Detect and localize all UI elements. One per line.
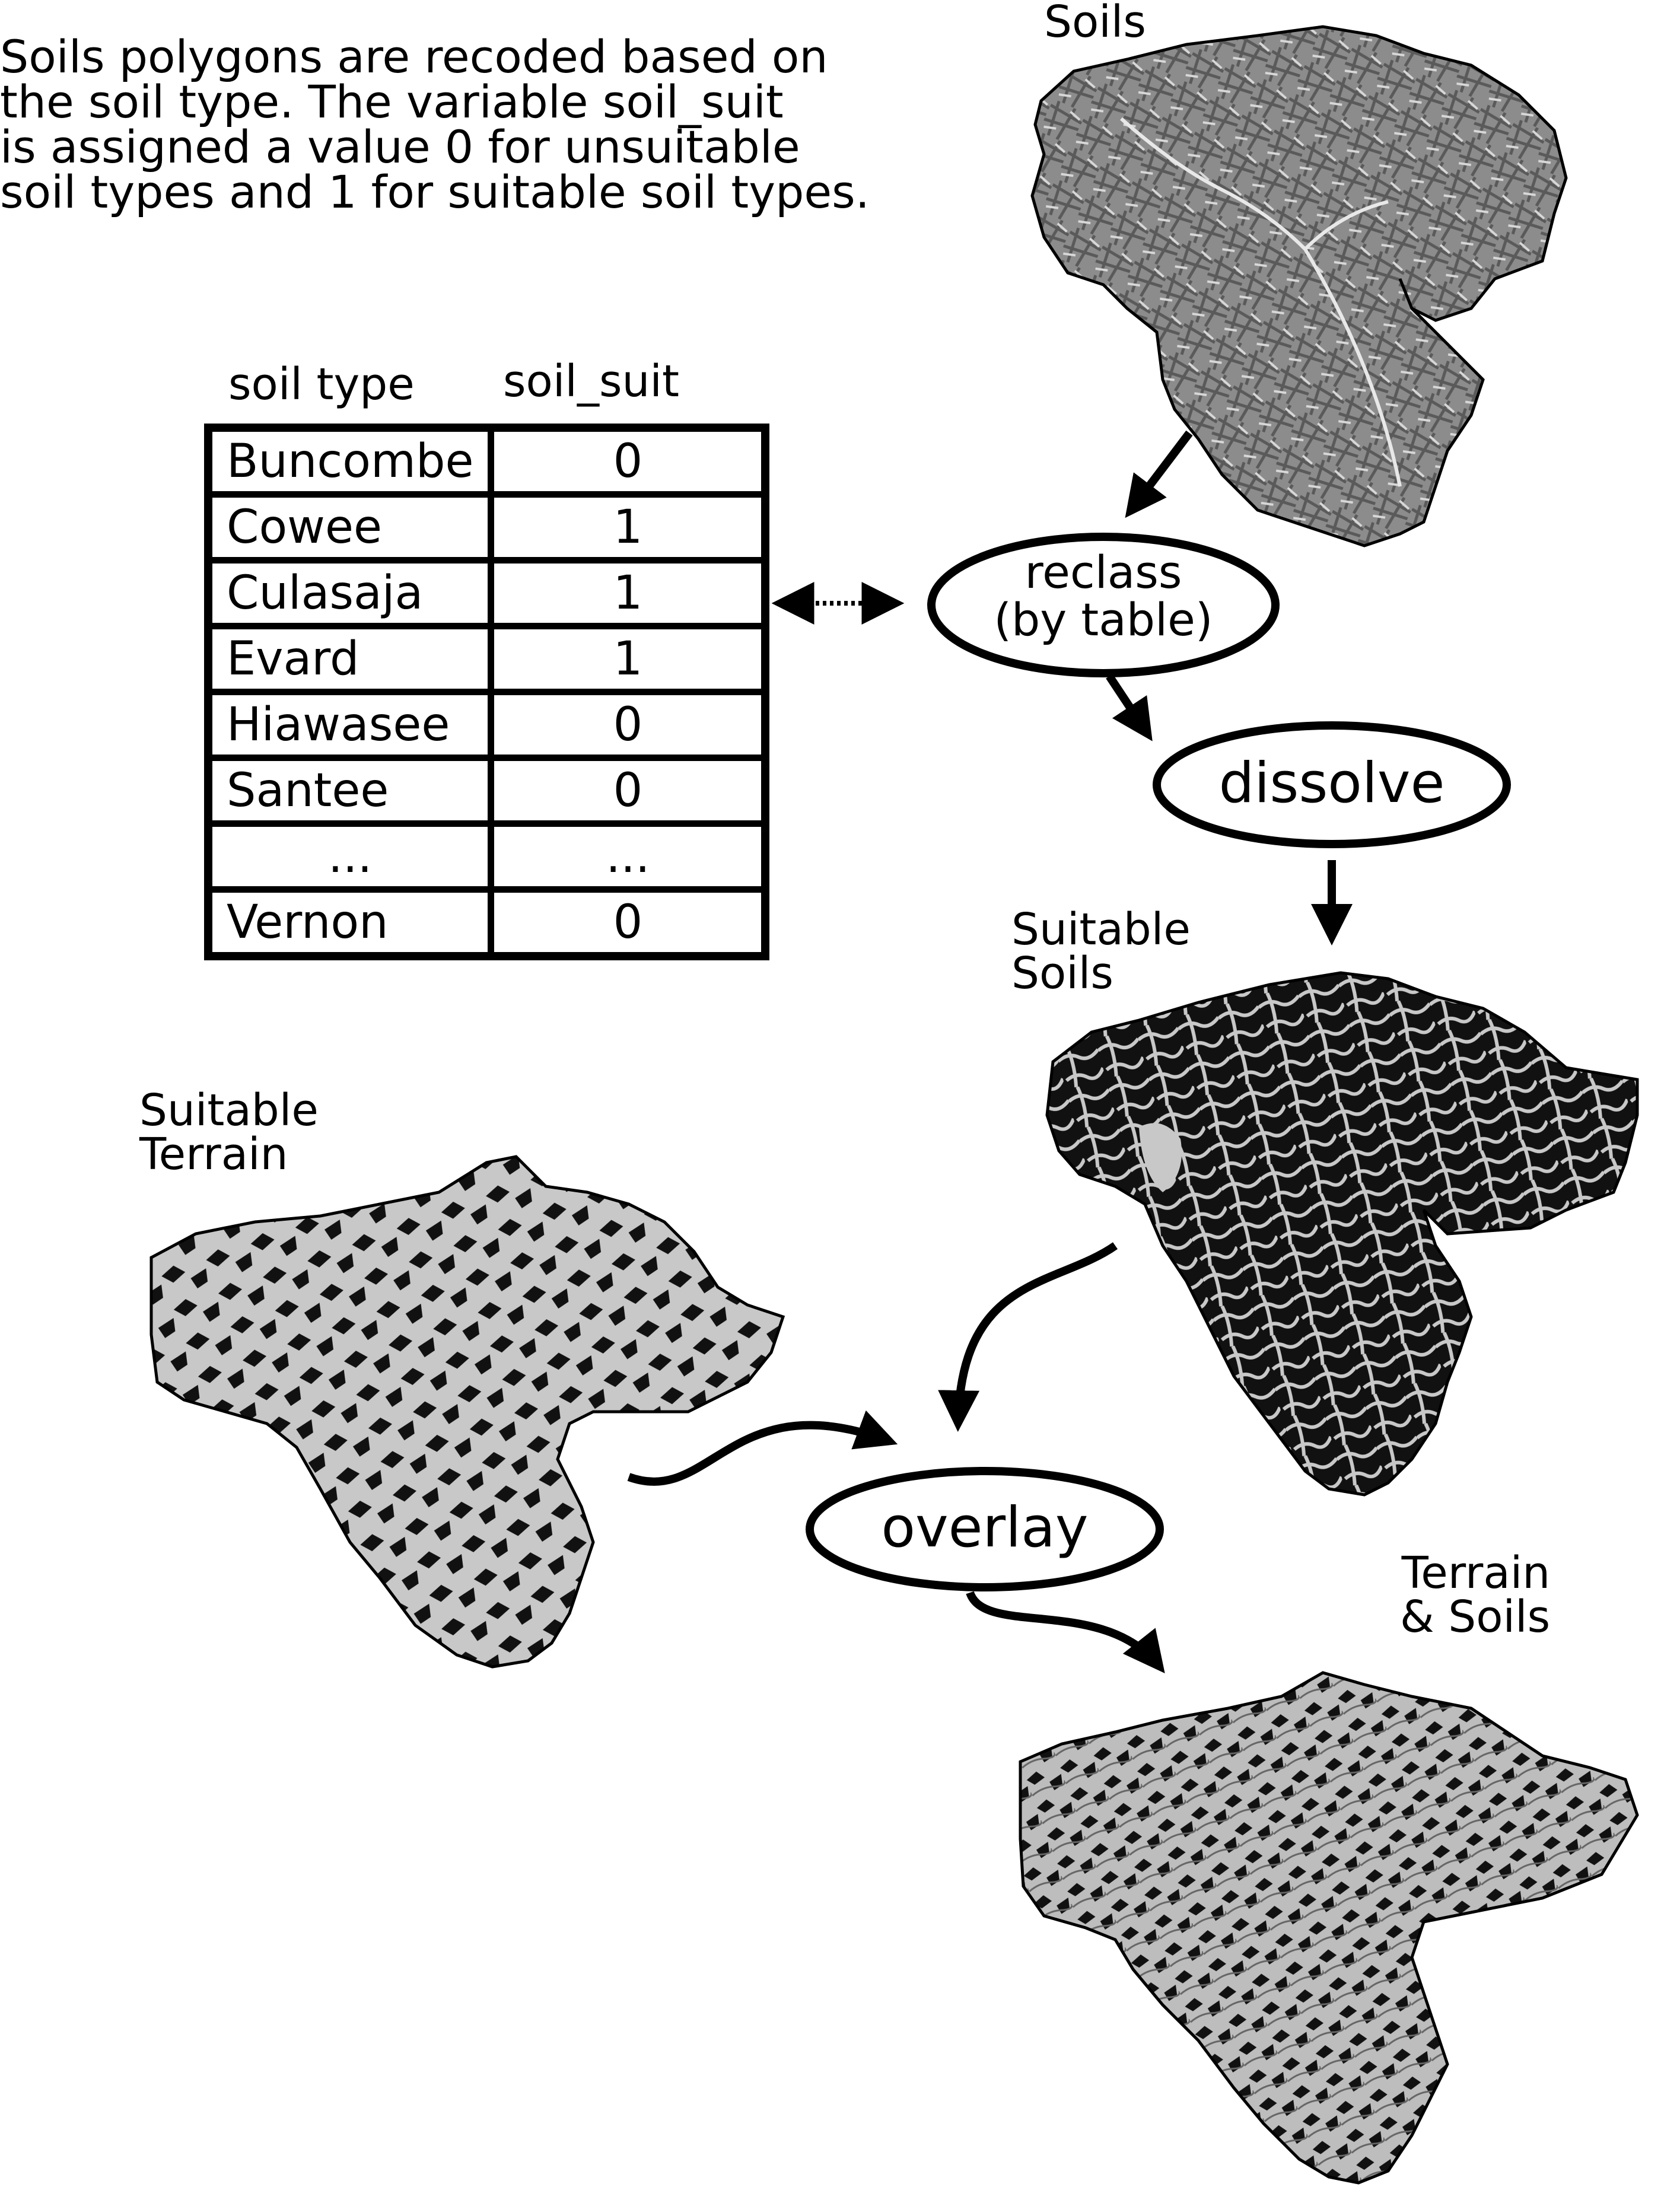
soil-suit-cell: 0 [488,886,769,960]
soil-type-cell: ... [205,820,495,893]
soil-suit-cell: 0 [488,689,769,761]
table-row: Vernon 0 [205,886,769,960]
suitable-terrain-label-line: Terrain [139,1129,288,1180]
soil-suit-cell: 1 [488,491,769,564]
terrain-soils-label-line: Terrain [1401,1548,1551,1599]
terrain-soils-label-line: & Soils [1400,1591,1551,1642]
suitable-soils-label: Suitable Soils [1011,908,1191,995]
terrain-soils-map [1019,1671,1639,2185]
table-row: Hiawasee 0 [205,689,769,761]
arrow-suitable-soils-to-overlay [938,1242,1118,1432]
soil-type-cell: Vernon [205,886,495,960]
suitable-terrain-label: Suitable Terrain [139,1088,319,1176]
soils-streams [1120,117,1402,487]
table-row: Culasaja 1 [205,557,769,629]
soil-suit-cell: 1 [488,557,769,629]
suitable-soils-map [1045,971,1639,1497]
soil-type-cell: Culasaja [205,557,495,629]
overlay-node [806,1467,1164,1591]
soil-type-cell: Evard [205,623,495,695]
soil-suit-cell: 1 [488,623,769,695]
table-row: Buncombe 0 [205,424,769,498]
soil-suit-cell: 0 [488,755,769,827]
terrain-soils-label: Terrain & Soils [1400,1551,1550,1639]
table-row: Santee 0 [205,755,769,827]
soil-suit-cell: 0 [488,424,769,498]
table-row: ... ... [205,820,769,893]
dissolve-node [1153,721,1511,848]
arrow-suitable-terrain-to-overlay [627,1410,898,1486]
table-row: Evard 1 [205,623,769,695]
suitable-soils-light-area [1139,1123,1182,1192]
overlay-label: overlay [881,1495,1089,1560]
soil-type-cell: Santee [205,755,495,827]
soil-type-cell: Buncombe [205,424,495,498]
soil-suit-cell: ... [488,820,769,893]
dissolve-label: dissolve [1218,751,1445,816]
soil-table: Buncombe 0 Cowee 1 Culasaja 1 Evard 1 Hi… [204,424,770,960]
arrow-reclass-to-dissolve [1106,674,1153,741]
soil-type-cell: Cowee [205,491,495,564]
soil-type-cell: Hiawasee [205,689,495,761]
reclass-label-line: (by table) [994,593,1213,646]
caption-line: soil types and 1 for suitable soil types… [0,165,870,218]
soils-label: Soils [1044,0,1146,47]
soils-map [1030,25,1568,547]
suitable-terrain-label-line: Suitable [139,1085,319,1136]
suitable-soils-label-line: Soils [1011,948,1113,999]
reclass-node [927,533,1280,677]
table-header-soil-suit: soil_suit [503,356,679,407]
table-row: Cowee 1 [205,491,769,564]
suitable-soils-label-line: Suitable [1011,904,1191,955]
caption-line: the soil type. The variable soil_suit [0,75,784,128]
table-header-soil-type: soil type [228,359,415,410]
caption-line: Soils polygons are recoded based on [0,30,828,83]
caption: Soils polygons are recoded based on the … [0,34,925,215]
caption-line: is assigned a value 0 for unsuitable [0,120,800,173]
reclass-label-line: reclass [1024,546,1182,599]
suitable-terrain-map [149,1155,785,1669]
reclass-label: reclass (by table) [931,549,1275,644]
arrow-soils-to-reclass [1125,430,1193,518]
arrow-overlay-to-terrain-soils [966,1591,1165,1673]
